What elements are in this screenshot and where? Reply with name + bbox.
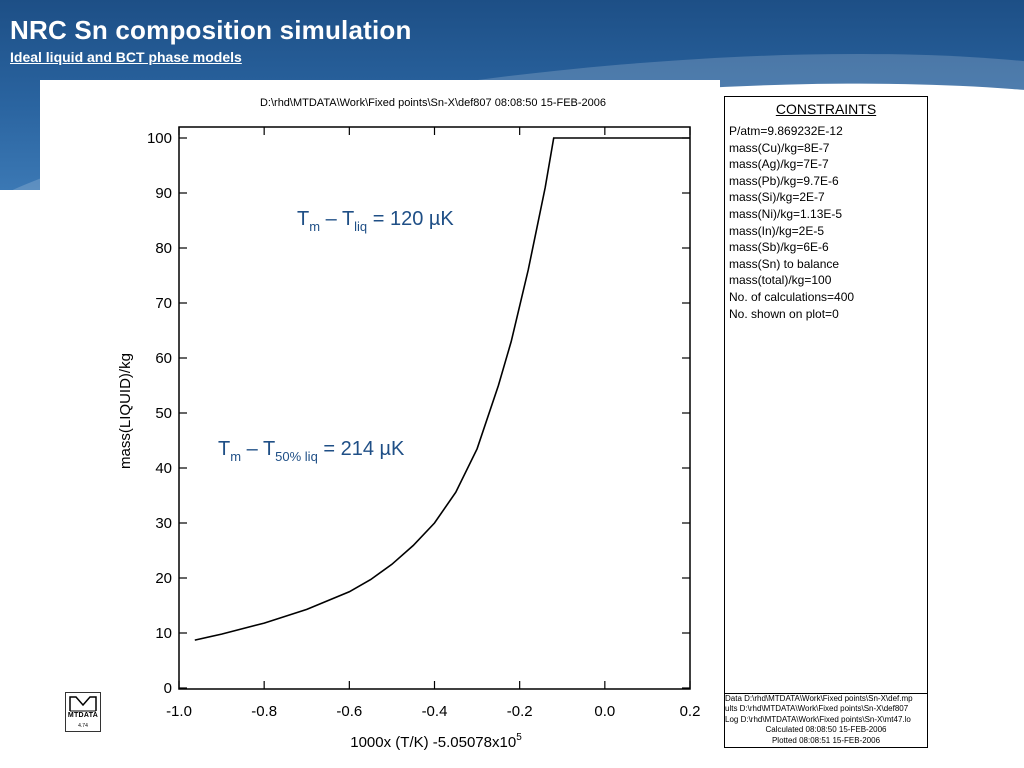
x-tick-label: -0.4: [422, 703, 448, 720]
slide-subtitle: Ideal liquid and BCT phase models: [10, 49, 242, 65]
constraint-item: No. shown on plot=0: [729, 306, 839, 321]
logo-mark-icon: [69, 696, 97, 712]
x-tick-label: 0.2: [680, 703, 701, 720]
y-tick-label: 0: [164, 680, 172, 697]
constraint-item: mass(Pb)/kg=9.7E-6: [729, 173, 839, 188]
logo-version: 4.74: [78, 723, 88, 729]
x-axis-label-main: 1000x (T/K) -5.05078x10: [350, 734, 516, 751]
file-info-footer: Data D:\rhd\MTDATA\Work\Fixed points\Sn-…: [725, 693, 927, 750]
constraint-item: mass(Sb)/kg=6E-6: [729, 240, 829, 255]
y-tick-label: 70: [155, 295, 172, 312]
footer-line: Plotted 08:08:51 15-FEB-2006: [771, 735, 881, 745]
y-axis: 0 10 20 30 40 50 60 70 80 90 100: [147, 130, 690, 697]
constraint-item: mass(Ag)/kg=7E-7: [729, 157, 829, 172]
y-tick-label: 100: [147, 130, 172, 147]
x-tick-label: -1.0: [166, 703, 192, 720]
slide-title: NRC Sn composition simulation: [10, 15, 412, 45]
chart-header: D:\rhd\MTDATA\Work\Fixed points\Sn-X\def…: [260, 97, 606, 109]
footer-line: ults D:\rhd\MTDATA\Work\Fixed points\Sn-…: [725, 704, 909, 714]
constraints-title: CONSTRAINTS: [775, 101, 877, 117]
constraint-item: No. of calculations=400: [729, 289, 855, 304]
y-tick-label: 10: [155, 625, 172, 642]
y-tick-label: 90: [155, 185, 172, 202]
logo-text: MTDATA: [67, 712, 99, 719]
constraint-item: mass(In)/kg=2E-5: [729, 223, 825, 238]
constraint-item: mass(total)/kg=100: [729, 273, 832, 288]
annotation-50pct-liquid: Tm – T50% liq = 214 µK: [218, 438, 405, 464]
series-line: [194, 137, 690, 641]
constraint-item: mass(Ni)/kg=1.13E-5: [729, 206, 843, 221]
constraint-item: mass(Sn) to balance: [729, 256, 840, 271]
x-tick-label: -0.2: [507, 703, 533, 720]
mtdata-logo: MTDATA 4.74: [65, 692, 101, 732]
footer-line: Log D:\rhd\MTDATA\Work\Fixed points\Sn-X…: [725, 714, 911, 724]
y-tick-label: 50: [155, 405, 172, 422]
plot-panel: [40, 80, 720, 768]
constraints-list: P/atm=9.869232E-12 mass(Cu)/kg=8E-7 mass…: [729, 123, 854, 322]
constraints-panel: CONSTRAINTS P/atm=9.869232E-12 mass(Cu)/…: [724, 96, 928, 748]
x-axis-label-exponent: 5: [516, 732, 522, 743]
y-tick-label: 40: [155, 460, 172, 477]
y-tick-label: 60: [155, 350, 172, 367]
footer-line: Calculated 08:08:50 15-FEB-2006: [765, 725, 887, 735]
footer-line: Data D:\rhd\MTDATA\Work\Fixed points\Sn-…: [725, 694, 913, 703]
x-tick-label: -0.6: [336, 703, 362, 720]
annotation-liquidus: Tm – Tliq = 120 µK: [297, 208, 454, 234]
constraint-item: mass(Si)/kg=2E-7: [729, 190, 825, 205]
constraint-item: mass(Cu)/kg=8E-7: [729, 140, 830, 155]
x-tick-label: -0.8: [251, 703, 277, 720]
x-axis-label: 1000x (T/K) -5.05078x105: [350, 732, 522, 751]
x-axis: -1.0 -0.8 -0.6 -0.4 -0.2 0.0 0.2: [166, 127, 700, 720]
y-tick-label: 80: [155, 240, 172, 257]
x-tick-label: 0.0: [594, 703, 615, 720]
constraint-item: P/atm=9.869232E-12: [729, 124, 843, 138]
y-tick-label: 20: [155, 570, 172, 587]
y-tick-label: 30: [155, 515, 172, 532]
y-axis-label: mass(LIQUID)/kg: [117, 353, 134, 469]
